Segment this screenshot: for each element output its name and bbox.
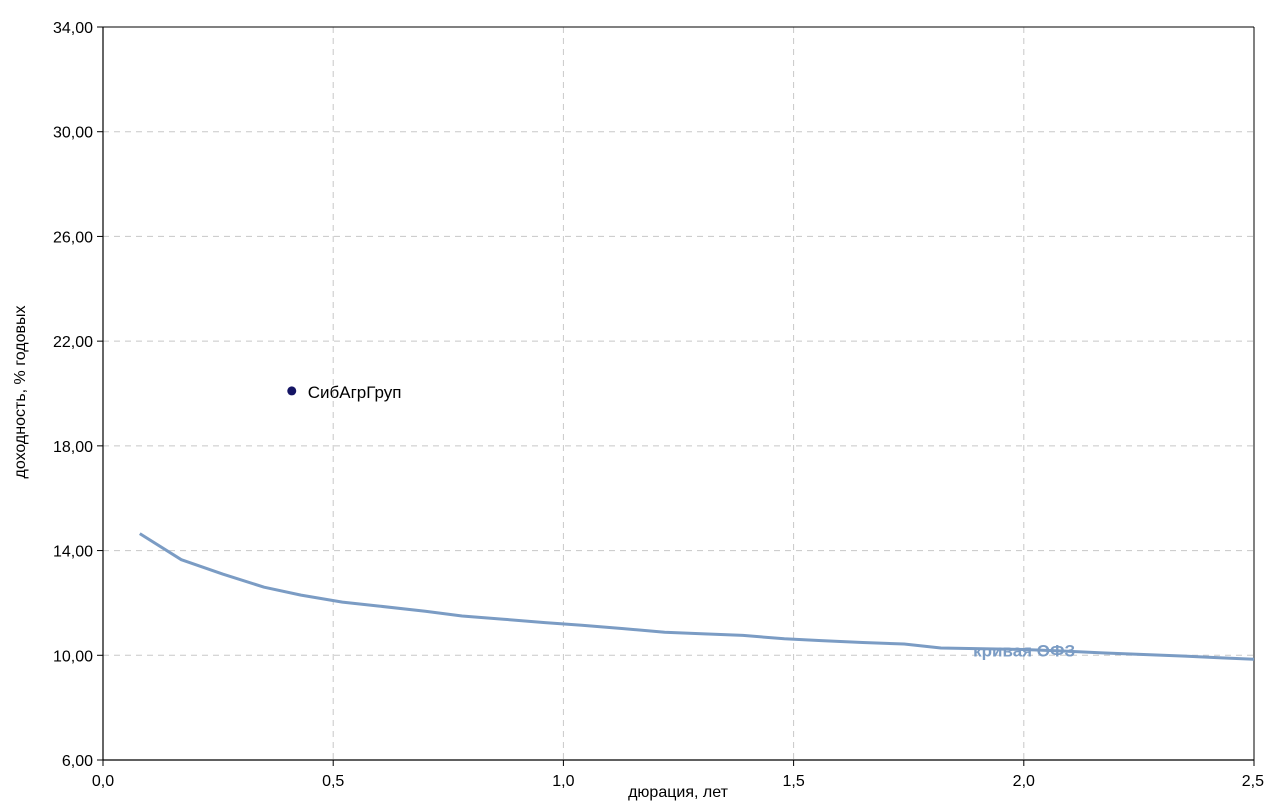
ofz-curve-label: кривая ОФЗ (973, 642, 1075, 661)
y-tick-label: 18,00 (53, 439, 93, 456)
x-tick-label: 2,5 (1242, 773, 1264, 790)
x-tick-label: 2,0 (1013, 773, 1035, 790)
series-layer: кривая ОФЗ СибАгрГруп (139, 383, 1255, 661)
y-tick-label: 26,00 (53, 229, 93, 246)
y-tick-label: 14,00 (53, 544, 93, 561)
x-tick-label: 1,5 (782, 773, 804, 790)
grid-lines (103, 26, 1255, 760)
sibagrgrup-label: СибАгрГруп (308, 383, 402, 402)
y-tick-label: 22,00 (53, 334, 93, 351)
sibagrgrup-point (287, 386, 297, 396)
axes (97, 26, 1255, 766)
y-tick-label: 6,00 (62, 753, 93, 770)
y-tick-label: 10,00 (53, 648, 93, 665)
y-tick-label: 34,00 (53, 20, 93, 37)
y-axis-title: доходность, % годовых (12, 306, 29, 479)
x-axis-title: дюрация, лет (628, 784, 728, 801)
x-tick-labels: 0,0 0,5 1,0 1,5 2,0 2,5 (92, 773, 1264, 790)
x-tick-label: 0,0 (92, 773, 114, 790)
x-tick-label: 1,0 (552, 773, 574, 790)
ofz-curve-line (139, 532, 1255, 661)
y-tick-label: 30,00 (53, 125, 93, 142)
x-tick-label: 0,5 (322, 773, 344, 790)
y-tick-labels: 6,00 10,00 14,00 18,00 22,00 26,00 30,00 34,00 (53, 20, 93, 770)
